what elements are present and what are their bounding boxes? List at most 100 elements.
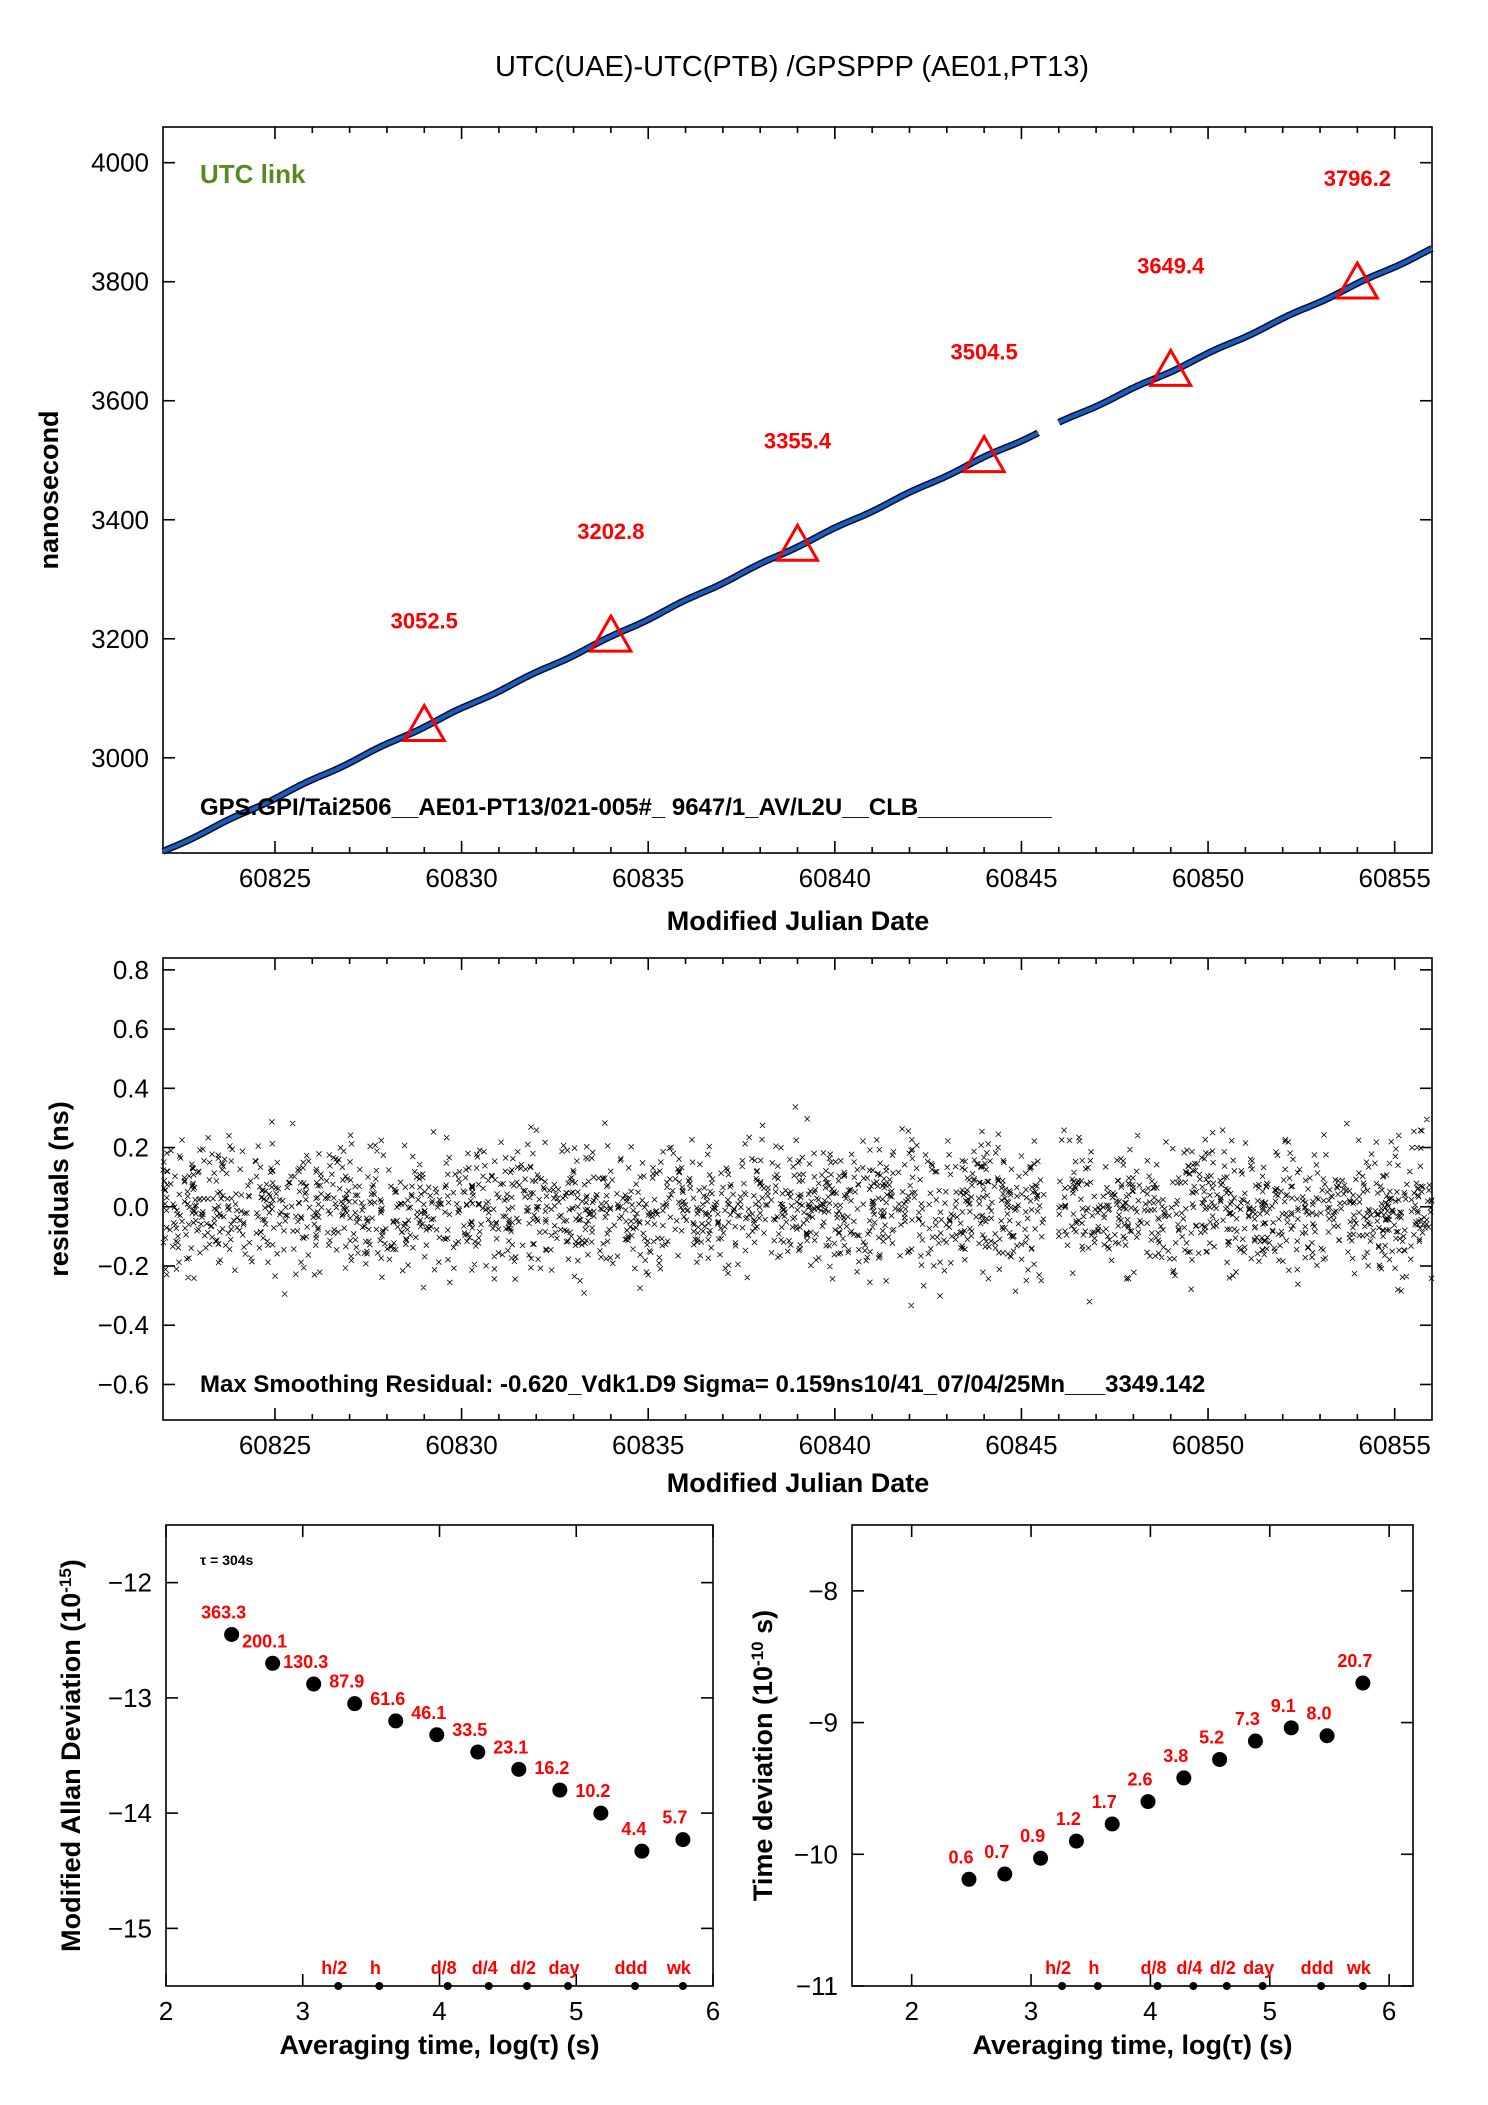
y-axis-label-text: Modified Allan Deviation (10 xyxy=(56,1593,86,1952)
x-tick-label: 60830 xyxy=(425,863,497,893)
y-tick-label: 0.6 xyxy=(113,1014,149,1044)
triangle-marker xyxy=(774,522,821,562)
data-point-label: 1.7 xyxy=(1092,1792,1117,1812)
triangle-marker xyxy=(1334,259,1380,300)
plot-frame xyxy=(162,126,1433,854)
period-mark-label: d/2 xyxy=(1210,1958,1236,1978)
data-point xyxy=(997,1866,1013,1882)
data-point-label: 3.8 xyxy=(1163,1746,1188,1766)
y-tick-label: −0.4 xyxy=(98,1310,149,1340)
x-tick-label: 60840 xyxy=(799,1430,871,1460)
plot-frame xyxy=(165,1524,714,1987)
x-tick-label: 60835 xyxy=(612,1430,684,1460)
data-point-label: 46.1 xyxy=(411,1703,446,1723)
data-point xyxy=(593,1805,609,1821)
triangle-marker xyxy=(401,702,447,743)
data-point xyxy=(1355,1675,1371,1691)
period-mark-label: h/2 xyxy=(1045,1958,1071,1978)
y-tick-label: 0.0 xyxy=(113,1192,149,1222)
y-tick-label: −14 xyxy=(108,1798,152,1828)
marker-value-label: 3355.4 xyxy=(764,428,832,453)
y-tick-label: −10 xyxy=(794,1839,838,1869)
link-line xyxy=(162,431,1040,854)
period-mark xyxy=(1317,1982,1326,1990)
period-mark xyxy=(1153,1982,1162,1990)
period-mark xyxy=(1258,1982,1267,1990)
y-axis-label: residuals (ns) xyxy=(44,1101,74,1277)
x-tick-label: 60830 xyxy=(425,1430,497,1460)
data-point xyxy=(429,1727,445,1743)
y-tick-label: 3600 xyxy=(91,386,149,416)
link-line xyxy=(1057,246,1433,425)
period-mark-label: d/8 xyxy=(431,1958,457,1978)
marker-value-label: 3202.8 xyxy=(577,519,644,544)
y-tick-label: 3000 xyxy=(91,743,149,773)
period-mark xyxy=(1058,1982,1067,1990)
link-footer-text: GPS.GPI/Tai2506__AE01-PT13/021-005#_ 964… xyxy=(200,794,1052,821)
triangle-marker xyxy=(1148,347,1194,387)
period-mark-label: day xyxy=(1243,1958,1274,1978)
data-point-label: 2.6 xyxy=(1128,1770,1153,1790)
y-tick-label: −12 xyxy=(108,1568,152,1598)
data-point xyxy=(1068,1833,1084,1849)
data-point xyxy=(1319,1728,1335,1744)
y-tick-label: 0.2 xyxy=(113,1133,149,1163)
data-point xyxy=(1104,1816,1120,1832)
data-point-label: 10.2 xyxy=(575,1781,610,1801)
panel-time-deviation: 2 3 4 5 6 −11 −10 −9 −8 0.6 0.7 0.9 1.2 1.7 2.6 3.8 5.2 7… xyxy=(748,1524,1414,2060)
period-mark-label: ddd xyxy=(1301,1958,1334,1978)
data-point-label: 0.7 xyxy=(984,1842,1009,1862)
x-tick-label: 6 xyxy=(706,1996,720,2026)
y-axis-label: Modified Allan Deviation (10-15) xyxy=(56,1559,87,1952)
period-mark-label: ddd xyxy=(615,1958,648,1978)
x-tick-label: 4 xyxy=(1143,1996,1157,2026)
x-tick-label: 60850 xyxy=(1172,1430,1244,1460)
period-mark-label: day xyxy=(549,1958,580,1978)
triangle-marker xyxy=(961,433,1007,474)
data-point xyxy=(1033,1850,1049,1866)
y-tick-label: −8 xyxy=(808,1576,838,1606)
period-mark xyxy=(375,1982,384,1990)
data-point xyxy=(675,1832,691,1848)
y-axis-label-end: ) xyxy=(56,1559,86,1568)
data-point xyxy=(347,1696,363,1712)
panel-utc-link: 60825 60830 60835 60840 60845 60850 60855 3000 3… xyxy=(34,126,1434,936)
period-mark xyxy=(1222,1982,1231,1990)
y-tick-label: 4000 xyxy=(91,148,149,178)
period-mark-label: h/2 xyxy=(321,1958,347,1978)
residual-footer-text: Max Smoothing Residual: -0.620_Vdk1.D9 S… xyxy=(200,1371,1205,1398)
legend-utc-link: UTC link xyxy=(200,159,306,189)
data-point-label: 87.9 xyxy=(329,1672,364,1692)
period-mark-label: d/8 xyxy=(1141,1958,1167,1978)
x-axis-label: Modified Julian Date xyxy=(667,1468,930,1498)
x-tick-label: 60825 xyxy=(239,863,311,893)
x-tick-label: 6 xyxy=(1382,1996,1396,2026)
data-point xyxy=(224,1626,240,1642)
x-tick-label: 60845 xyxy=(985,863,1057,893)
chart-title: UTC(UAE)-UTC(PTB) /GPSPPP (AE01,PT13) xyxy=(495,51,1089,83)
data-point xyxy=(1283,1720,1299,1736)
y-tick-label: 0.4 xyxy=(113,1073,149,1103)
x-tick-label: 60825 xyxy=(239,1430,311,1460)
data-point xyxy=(265,1655,281,1671)
data-point-label: 130.3 xyxy=(283,1652,328,1672)
data-point xyxy=(552,1782,568,1798)
data-point-label: 33.5 xyxy=(452,1720,487,1740)
data-point-label: 23.1 xyxy=(493,1737,528,1757)
data-point xyxy=(388,1713,404,1729)
x-tick-label: 3 xyxy=(1024,1996,1038,2026)
y-tick-label: 3200 xyxy=(91,624,149,654)
data-point-label: 0.9 xyxy=(1020,1826,1045,1846)
data-point-label: 5.7 xyxy=(662,1808,687,1828)
x-tick-label: 2 xyxy=(159,1996,173,2026)
x-tick-label: 5 xyxy=(1263,1996,1277,2026)
y-tick-label: −13 xyxy=(108,1683,152,1713)
period-mark xyxy=(1358,1982,1367,1990)
period-mark xyxy=(631,1982,640,1990)
x-tick-label: 60840 xyxy=(799,863,871,893)
x-axis-label: Modified Julian Date xyxy=(667,906,930,936)
panel-residuals: 60825 60830 60835 60840 60845 60850 60855 −0.6 −… xyxy=(44,955,1435,1498)
plot-frame xyxy=(162,957,1433,1421)
residual-points xyxy=(160,1104,1435,1309)
